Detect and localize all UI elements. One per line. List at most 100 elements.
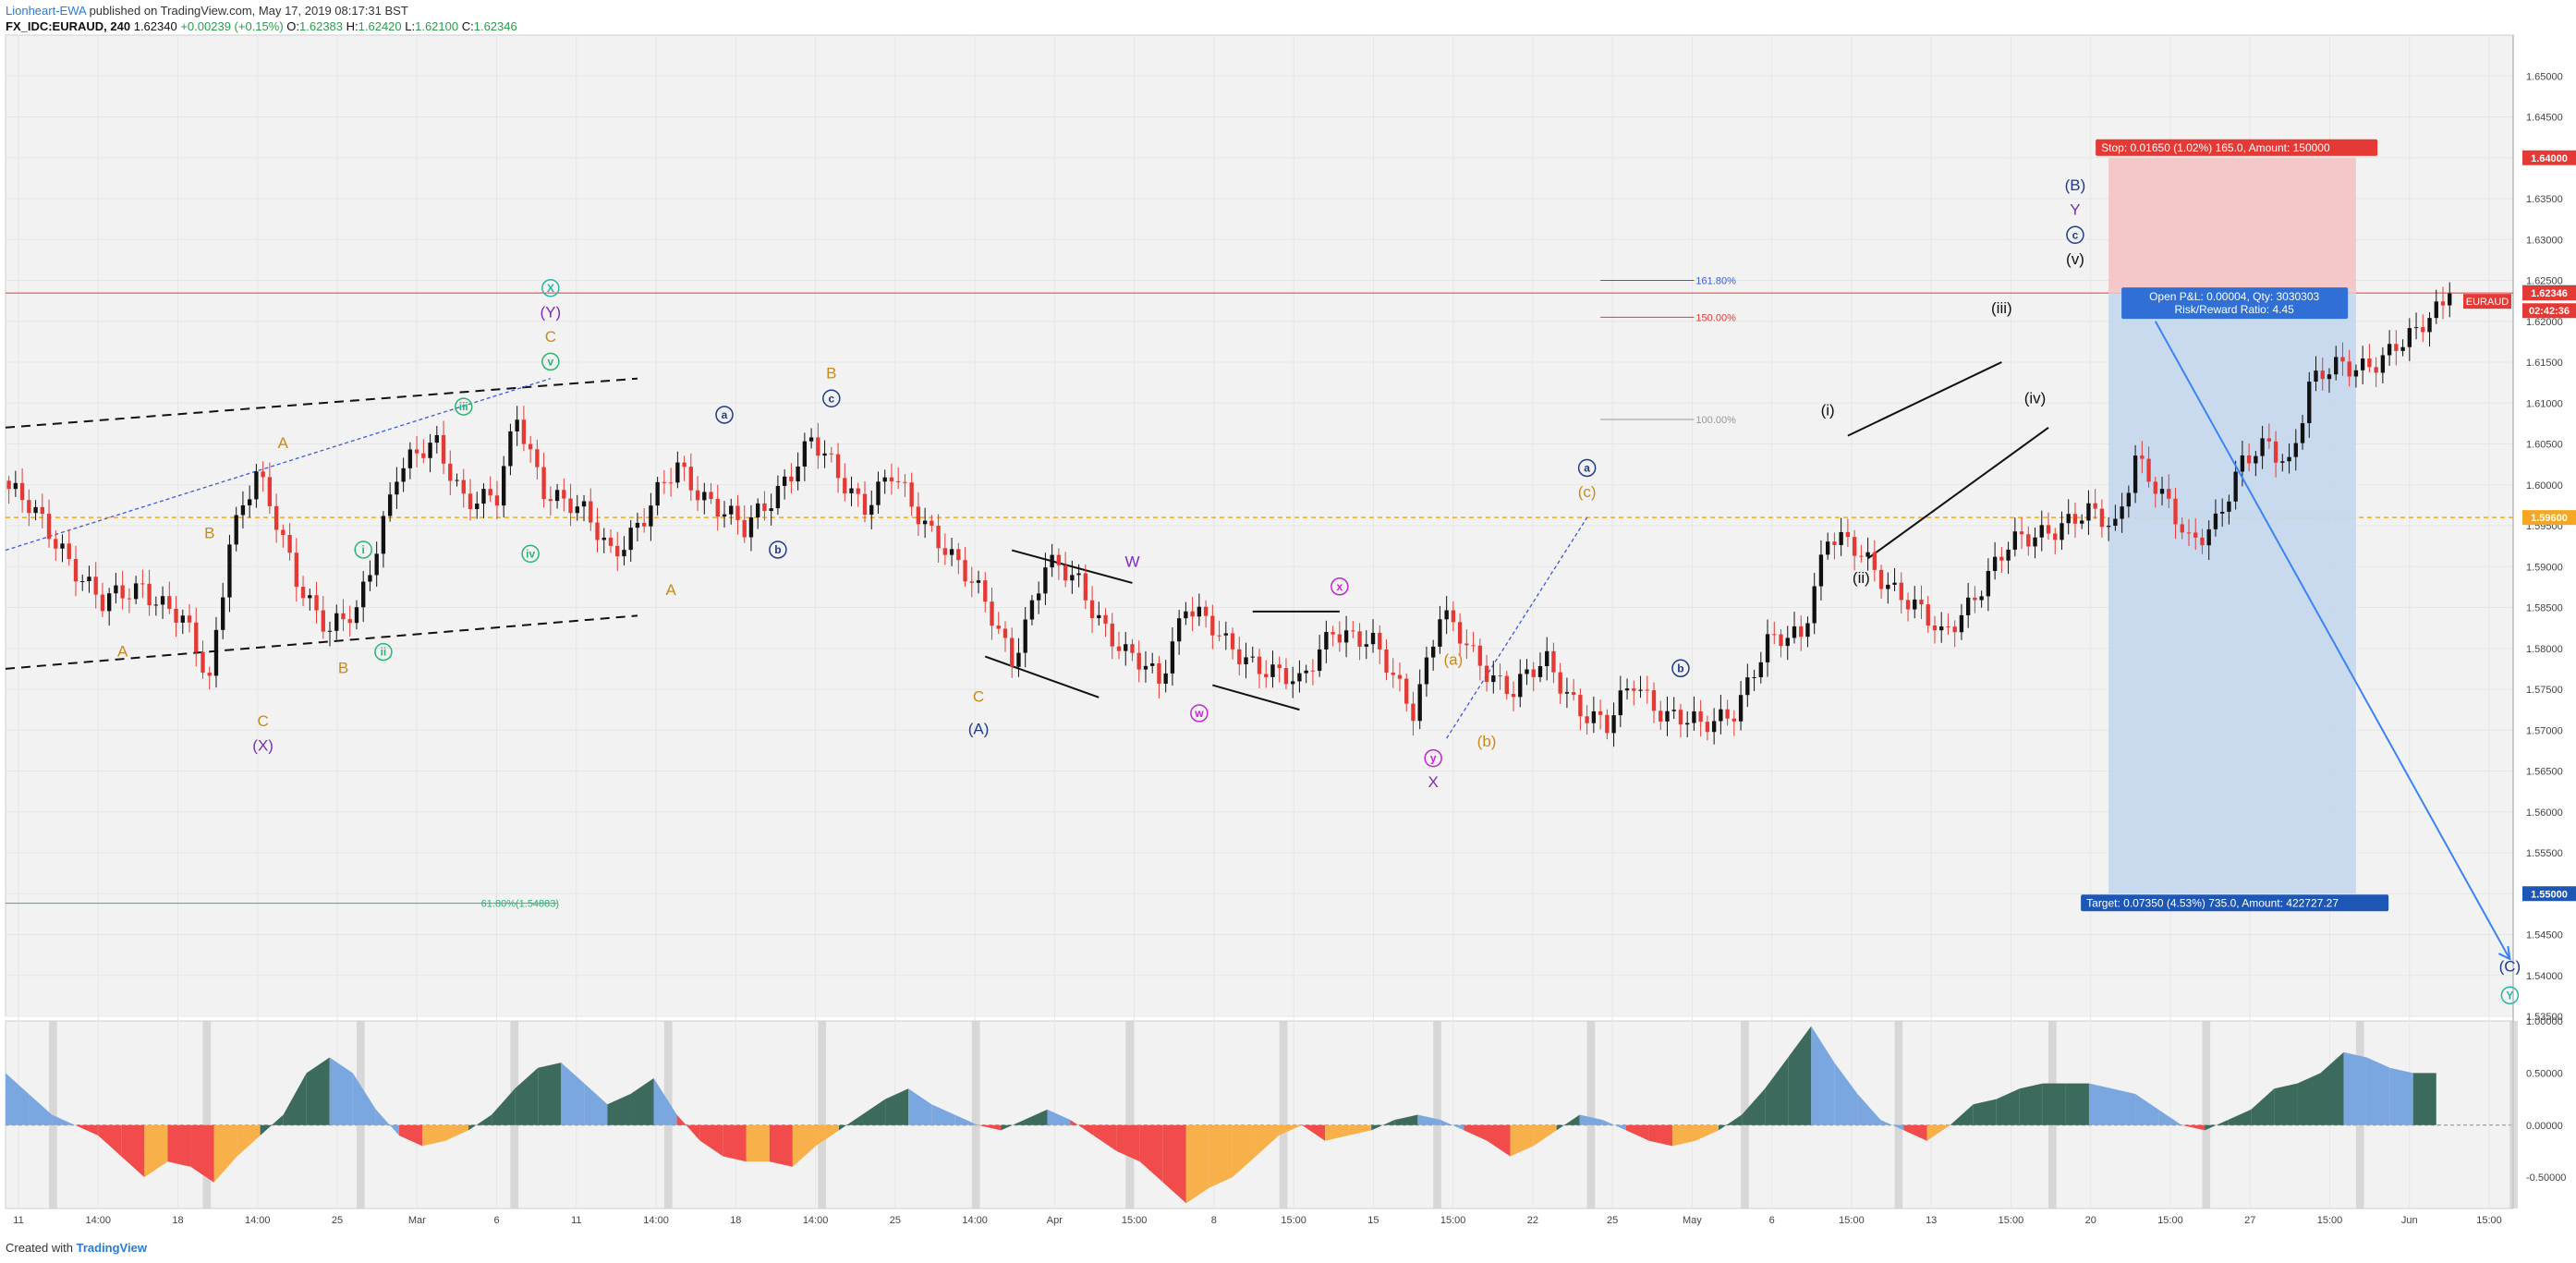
symbol-tag-label: EURAUD [2466, 297, 2509, 308]
candle-body [347, 619, 352, 624]
wave-label-circle [521, 544, 540, 564]
candle-body [1157, 663, 1161, 684]
candle-body [1304, 670, 1308, 674]
oscillator-area [1139, 1124, 1163, 1183]
x-tick-label: 14:00 [643, 1215, 669, 1226]
candle-body [1792, 625, 1797, 638]
candle-body [87, 577, 91, 581]
oscillator-tick-label: 0.50000 [2526, 1068, 2563, 1079]
oscillator-area [515, 1067, 539, 1125]
candle-body [641, 522, 647, 527]
candle-body [1805, 623, 1810, 638]
candle-body [494, 495, 500, 506]
candle-body [2266, 438, 2272, 442]
candle-body [2280, 461, 2285, 463]
candle-body [2427, 318, 2432, 333]
wave-label: iv [526, 547, 535, 560]
candle-body [1283, 668, 1289, 685]
wave-label: y [1430, 752, 1437, 765]
candle-body [949, 549, 954, 555]
candle-body [80, 580, 85, 582]
candle-body [502, 466, 506, 506]
wedge-line [1212, 684, 1300, 711]
oscillator-area [815, 1124, 839, 1147]
candle-body [1310, 670, 1316, 672]
candle-body [649, 505, 653, 527]
candle-body [2012, 531, 2017, 550]
candle-body [909, 482, 914, 507]
oscillator-area [2366, 1057, 2390, 1125]
candle-body [709, 492, 713, 500]
candle-body [2340, 357, 2345, 362]
candle-body [46, 514, 52, 540]
candle-body [1591, 710, 1597, 723]
x-tick-label: 13 [1926, 1215, 1937, 1226]
candle-body [1297, 673, 1302, 682]
candle-body [153, 604, 159, 606]
candle-body [1913, 599, 1917, 610]
x-tick-label: 14:00 [245, 1215, 271, 1226]
candle-body [160, 596, 165, 605]
author-link[interactable]: Lionheart-EWA [6, 4, 86, 18]
candle-body [227, 544, 232, 598]
candle-body [1378, 632, 1382, 650]
candle-body [1343, 630, 1349, 643]
candle-body [2106, 526, 2111, 528]
candle-body [1257, 656, 1262, 674]
x-tick-label: 14:00 [803, 1215, 829, 1226]
wave-label: A [117, 643, 128, 661]
candle-body [6, 480, 11, 490]
wave-label: B [338, 659, 348, 676]
candle-body [341, 613, 346, 620]
candle-body [27, 500, 31, 514]
candle-body [729, 505, 734, 515]
oscillator-marker-bar [1433, 1021, 1441, 1208]
candle-body [903, 481, 907, 483]
oscillator-area [1464, 1124, 1488, 1141]
candle-body [601, 537, 606, 540]
candle-body [2039, 525, 2044, 538]
candle-body [2347, 361, 2351, 377]
oscillator-area [1162, 1124, 1186, 1204]
oscillator-area [1695, 1124, 1719, 1141]
oscillator-area [1648, 1124, 1672, 1147]
oscillator-tick-label: 1.00000 [2526, 1016, 2563, 1027]
candle-body [1050, 554, 1054, 568]
tradingview-logo[interactable]: TradingView [76, 1241, 147, 1255]
candle-body [1605, 714, 1610, 734]
candle-body [1799, 625, 1804, 638]
candle-body [54, 539, 58, 549]
candle-body [321, 610, 325, 632]
candle-body [1170, 641, 1175, 674]
price-tag-label: 1.62346 [2531, 288, 2568, 299]
oscillator-area [1185, 1124, 1209, 1204]
candle-body [2387, 344, 2392, 356]
oscillator-tick-label: 0.00000 [2526, 1121, 2563, 1132]
oscillator-area [2181, 1124, 2205, 1131]
candle-body [1424, 657, 1429, 685]
oscillator-area [931, 1104, 955, 1125]
candle-body [368, 575, 372, 582]
candle-body [1537, 665, 1543, 677]
candle-body [1719, 709, 1723, 722]
candle-body [387, 494, 393, 516]
oscillator-marker-bar [1586, 1021, 1596, 1208]
candle-body [1457, 622, 1463, 644]
stop-loss-zone [2108, 157, 2356, 294]
y-tick-label: 1.57000 [2526, 725, 2563, 736]
stop-label: Stop: 0.01650 (1.02%) 165.0, Amount: 150… [2101, 141, 2330, 154]
candle-body [568, 498, 573, 514]
candle-body [1946, 626, 1950, 628]
wave-label-circle [541, 279, 560, 298]
candle-body [856, 488, 860, 494]
candle-body [381, 516, 386, 554]
x-tick-label: 20 [2085, 1215, 2096, 1226]
last-price: 1.62340 [133, 19, 177, 33]
y-tick-label: 1.53500 [2526, 1012, 2563, 1023]
candle-body [1016, 652, 1021, 667]
oscillator-area [1024, 1109, 1048, 1125]
oscillator-area [1857, 1093, 1881, 1125]
candle-body [1471, 645, 1476, 647]
fib-level-label: 150.00% [1695, 312, 1736, 323]
